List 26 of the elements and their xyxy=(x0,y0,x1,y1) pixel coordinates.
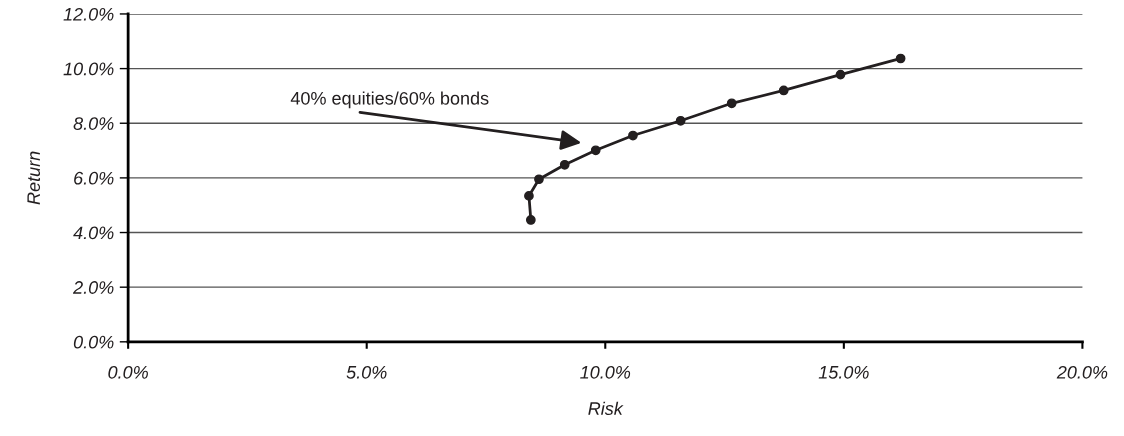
point xyxy=(590,145,601,156)
point xyxy=(895,53,906,64)
point xyxy=(525,215,536,225)
x-tick-label: 5.0% xyxy=(346,365,387,379)
y-tick-label: 4.0% xyxy=(73,226,114,240)
point xyxy=(559,159,570,170)
y-tick-label: 2.0% xyxy=(72,281,114,294)
point xyxy=(628,130,638,141)
x-tick-label: 20.0% xyxy=(1056,365,1108,379)
x-tick-label: 0.0% xyxy=(108,365,148,379)
point xyxy=(524,191,534,201)
point xyxy=(778,85,789,96)
y-tick-label: 6.0% xyxy=(74,171,114,185)
annotation: 40% equities/60% bonds xyxy=(290,91,489,109)
y-tick-label: 0.0% xyxy=(73,335,114,349)
y-tick-label: 8.0% xyxy=(73,117,114,130)
y-tick-label: 10.0% xyxy=(63,62,114,76)
point xyxy=(835,69,846,80)
point xyxy=(675,115,686,126)
point xyxy=(534,174,544,185)
y-tick-label: 12.0% xyxy=(63,7,114,21)
x-axis-title: Risk xyxy=(588,401,624,415)
x-tick-label: 10.0% xyxy=(580,365,631,379)
point xyxy=(726,98,737,109)
x-tick-label: 15.0% xyxy=(818,365,869,379)
y-axis-title: Return xyxy=(27,151,41,205)
